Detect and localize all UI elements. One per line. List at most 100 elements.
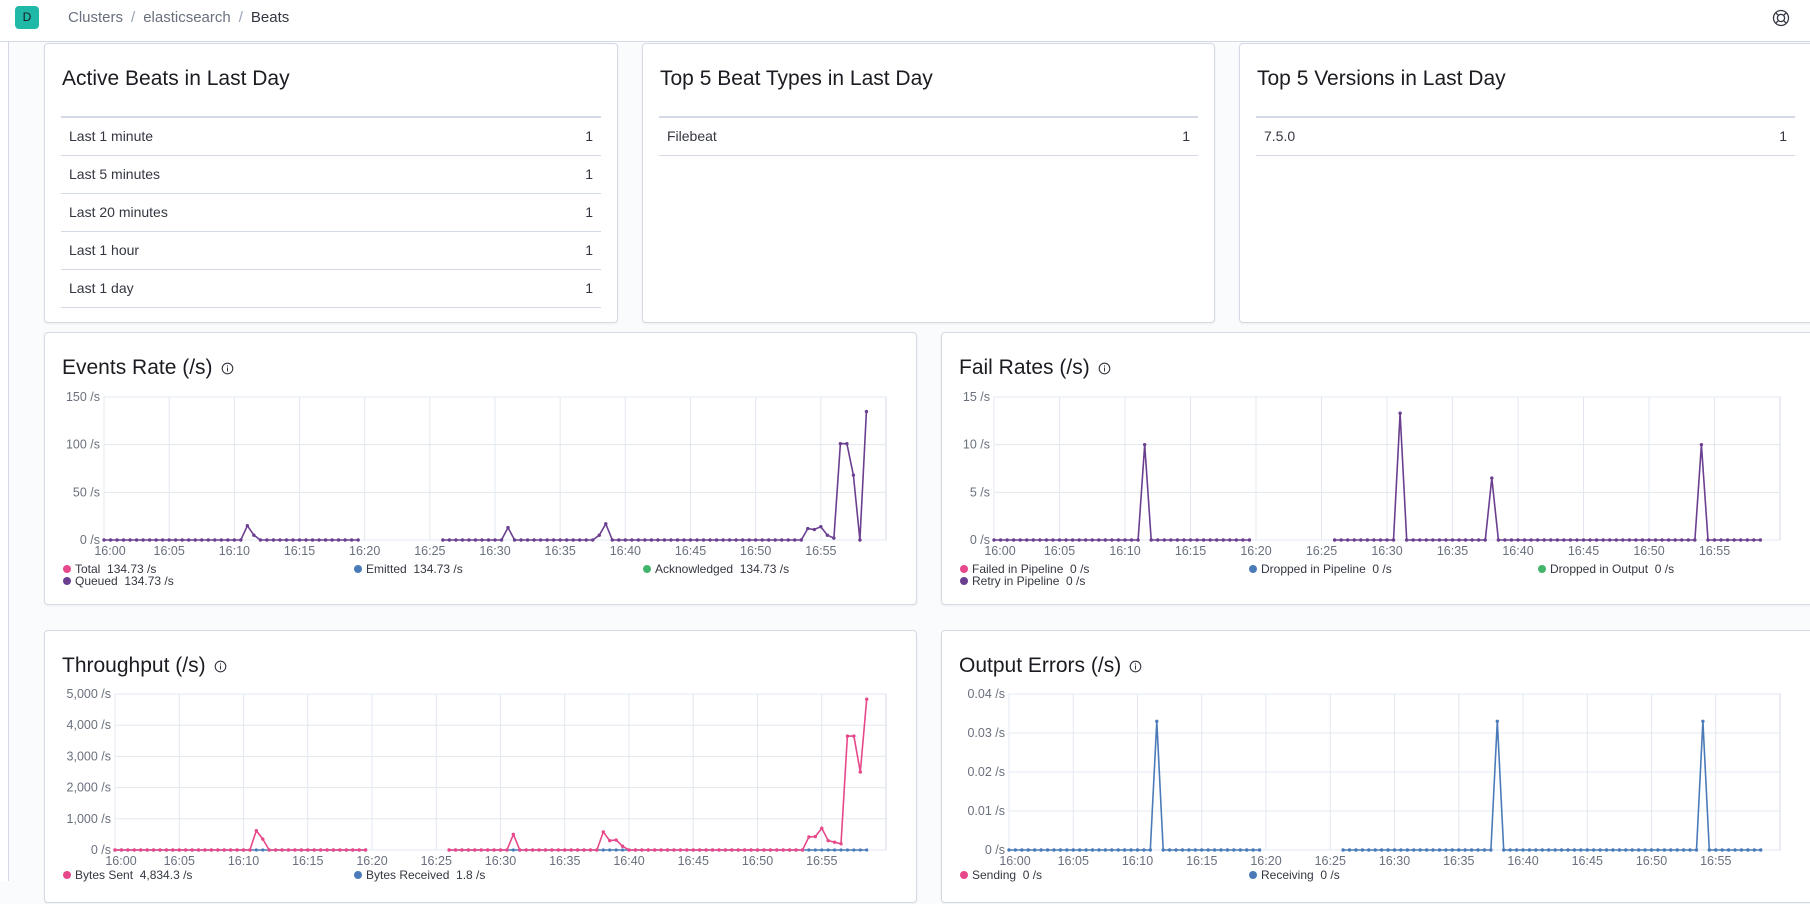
- legend-label[interactable]: Bytes Sent 4,834.3 /s: [75, 868, 192, 882]
- info-icon[interactable]: [1129, 660, 1142, 673]
- data-point: [1627, 538, 1632, 542]
- info-icon[interactable]: [214, 660, 227, 673]
- data-point: [614, 838, 618, 842]
- legend-label[interactable]: Acknowledged 134.73 /s: [655, 562, 789, 576]
- data-point: [1483, 538, 1487, 542]
- data-point: [543, 848, 548, 852]
- info-icon[interactable]: [221, 362, 234, 375]
- data-point: [209, 848, 214, 852]
- data-point: [1142, 848, 1146, 852]
- data-point: [858, 538, 862, 542]
- data-point: [682, 538, 686, 542]
- x-tick-label: 16:50: [740, 544, 771, 558]
- y-tick-label: 5 /s: [970, 485, 990, 499]
- legend-label[interactable]: Sending 0 /s: [972, 868, 1042, 882]
- data-point: [485, 848, 490, 852]
- legend-label[interactable]: Dropped in Pipeline 0 /s: [1261, 562, 1392, 576]
- data-point: [1391, 538, 1396, 542]
- data-point: [1367, 848, 1371, 852]
- x-tick-label: 16:00: [984, 544, 1015, 558]
- chart-panel-events-rate: Events Rate (/s) 0 /s 50 /s 100 /s 150 /s 16…: [44, 332, 917, 605]
- data-point: [1418, 538, 1422, 542]
- table-row: Last 1 day 1: [61, 270, 601, 308]
- data-point: [1005, 538, 1009, 542]
- data-point: [1752, 538, 1756, 542]
- row-value: 1: [585, 280, 593, 296]
- legend-label[interactable]: Receiving 0 /s: [1261, 868, 1340, 882]
- legend-label[interactable]: Emitted 134.73 /s: [366, 562, 463, 576]
- data-point: [203, 848, 207, 852]
- info-icon[interactable]: [1098, 362, 1111, 375]
- x-tick-label: 16:50: [1633, 544, 1664, 558]
- data-point: [447, 848, 451, 852]
- data-point: [1232, 848, 1236, 852]
- data-point: [838, 442, 843, 446]
- data-point: [749, 848, 753, 852]
- data-point-received: [845, 848, 850, 852]
- y-tick-label: 0 /s: [91, 843, 111, 857]
- data-point: [1732, 538, 1736, 542]
- data-point: [1759, 848, 1763, 852]
- data-point: [318, 848, 323, 852]
- breadcrumb-elasticsearch[interactable]: elasticsearch: [143, 9, 231, 26]
- data-point: [1167, 848, 1172, 852]
- data-point: [852, 734, 856, 738]
- legend-label[interactable]: Queued 134.73 /s: [75, 574, 174, 588]
- data-point: [1360, 848, 1365, 852]
- data-point: [190, 848, 194, 852]
- legend-label[interactable]: Retry in Pipeline 0 /s: [972, 574, 1085, 588]
- data-point: [800, 848, 805, 852]
- data-point: [206, 538, 210, 542]
- x-tick-label: 16:25: [421, 854, 452, 868]
- legend-swatch: [960, 871, 968, 879]
- left-rail: [0, 42, 9, 881]
- data-point: [1758, 538, 1763, 542]
- data-point: [787, 848, 792, 852]
- data-point-received: [614, 848, 618, 852]
- data-point: [1559, 848, 1564, 852]
- x-tick-label: 16:10: [1109, 544, 1140, 558]
- data-point: [196, 848, 201, 852]
- x-tick-label: 16:35: [545, 544, 576, 558]
- chart-title: Output Errors (/s): [959, 653, 1142, 679]
- data-point: [839, 842, 843, 846]
- data-point: [506, 525, 510, 530]
- data-point: [1739, 538, 1743, 542]
- data-point: [1547, 848, 1551, 852]
- data-point: [141, 538, 145, 542]
- y-tick-label: 150 /s: [66, 390, 100, 404]
- legend-label[interactable]: Dropped in Output 0 /s: [1550, 562, 1674, 576]
- panel-versions: Top 5 Versions in Last Day 7.5.0 1: [1239, 43, 1810, 323]
- data-point: [656, 538, 660, 542]
- chart-panel-throughput: Throughput (/s) 0 /s 1,000 /s 2,000 /s 3,00…: [44, 630, 917, 903]
- data-point: [113, 848, 117, 852]
- data-point: [688, 538, 693, 542]
- series-line: [1343, 721, 1761, 851]
- data-point: [1502, 848, 1506, 852]
- data-point: [1378, 538, 1383, 542]
- data-point: [1707, 848, 1712, 852]
- data-point: [1643, 848, 1647, 852]
- data-point-received: [820, 848, 824, 852]
- data-point: [1630, 848, 1634, 852]
- x-tick-label: 16:50: [742, 854, 773, 868]
- data-point: [820, 826, 824, 830]
- data-point: [1598, 848, 1602, 852]
- data-point: [1090, 538, 1094, 542]
- x-tick-label: 16:20: [1250, 854, 1281, 868]
- breadcrumb-clusters[interactable]: Clusters: [68, 9, 124, 26]
- data-point: [1535, 538, 1540, 542]
- data-point: [1624, 848, 1628, 852]
- data-point: [466, 848, 471, 852]
- legend-label[interactable]: Failed in Pipeline 0 /s: [972, 562, 1089, 576]
- help-lifebuoy-icon[interactable]: [1771, 8, 1791, 28]
- avatar[interactable]: D: [15, 6, 39, 29]
- data-point: [1508, 848, 1512, 852]
- data-point: [551, 538, 556, 542]
- data-point: [1011, 538, 1016, 542]
- data-point: [1257, 848, 1262, 852]
- legend-label[interactable]: Bytes Received 1.8 /s: [366, 868, 485, 882]
- data-point: [717, 848, 721, 852]
- legend-label[interactable]: Total 134.73 /s: [75, 562, 156, 576]
- data-point: [128, 538, 132, 542]
